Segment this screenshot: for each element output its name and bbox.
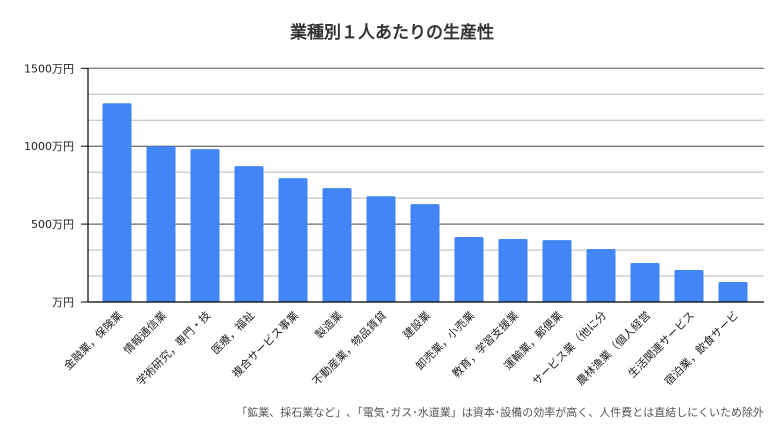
y-tick-label: 1500万円: [24, 62, 74, 75]
footnote: 「鉱業、採石業など」､「電気･ガス･水道業」は資本･設備の効率が高く、人件費とは…: [236, 405, 764, 419]
x-tick-label: 宿泊業，飲食サービ: [661, 308, 741, 388]
bar: [674, 270, 704, 302]
bar: [146, 146, 176, 302]
bar: [234, 166, 264, 302]
y-tick-label: 1000万円: [24, 140, 74, 153]
y-tick-label: 500万円: [31, 218, 74, 231]
bar: [454, 237, 484, 302]
bar: [498, 239, 528, 302]
bar: [278, 178, 308, 302]
bar: [718, 282, 748, 302]
bar: [190, 149, 220, 302]
chart-title: 業種別１人あたりの生産性: [290, 22, 494, 43]
x-tick-label: 製造業: [312, 308, 345, 341]
bar: [542, 240, 572, 302]
x-tick-label: 金融業，保険業: [61, 308, 125, 372]
x-tick-label: 不動産業，物品賃貸: [309, 308, 389, 388]
bar: [366, 196, 396, 302]
x-tick-label: 農林漁業（個人経営: [573, 308, 653, 388]
y-tick-label: 万円: [52, 296, 74, 309]
x-tick-label: 学術研究，専門・技: [133, 308, 213, 388]
bar: [102, 103, 132, 302]
bar: [410, 204, 440, 302]
x-tick-label: サービス業（他に分: [530, 309, 609, 388]
bar: [322, 188, 352, 302]
bar: [630, 263, 660, 302]
x-tick-label: 建設業: [400, 308, 433, 341]
bar: [586, 249, 616, 302]
